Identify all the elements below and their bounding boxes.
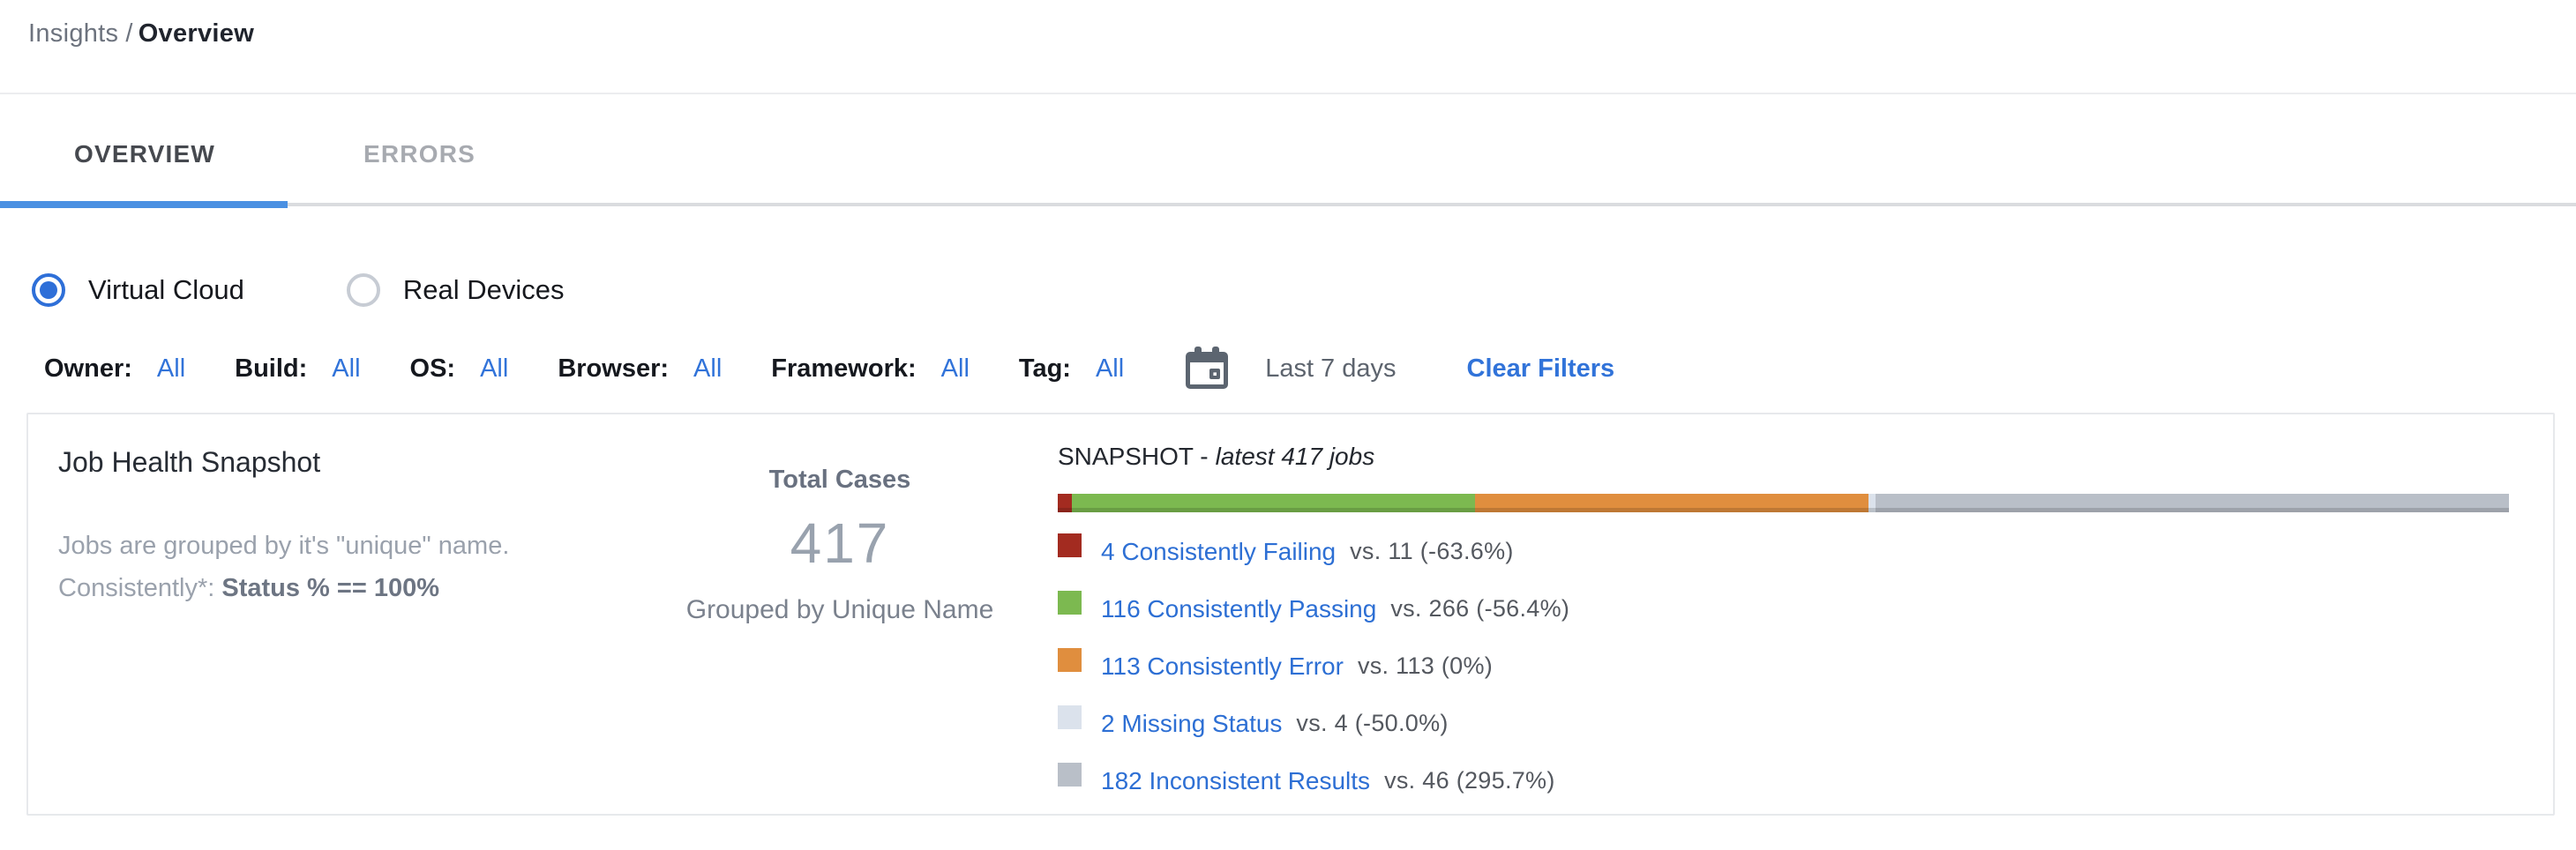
total-cases-grouping-note: Grouped by Unique Name [685,595,994,624]
clear-filters-button[interactable]: Clear Filters [1466,354,1615,383]
tab-baseline [0,203,2576,206]
snapshot-legend: 4 Consistently Failing vs. 11 (-63.6%) 116… [1058,523,2509,809]
breadcrumb-separator: / [125,19,133,48]
filter-pair-browser: Browser: All [558,354,722,384]
snapshot-chart-block: SNAPSHOT - latest 417 jobs 4 Consistently… [1058,414,2509,809]
active-tab-indicator [0,201,288,208]
card-title: Job Health Snapshot [58,446,321,478]
legend-swatch-consistently-failing [1058,533,1082,557]
legend-row-consistently-error: 113 Consistently Error vs. 113 (0%) [1058,638,2509,695]
breadcrumb-section[interactable]: Insights [28,19,119,48]
bar-segment-inconsistent-results[interactable] [1876,494,2509,512]
bar-segment-consistently-error[interactable] [1475,494,1869,512]
radio-real-devices[interactable]: Real Devices [346,273,565,307]
legend-link-consistently-error[interactable]: 113 Consistently Error [1101,652,1344,680]
legend-link-inconsistent-results[interactable]: 182 Inconsistent Results [1101,766,1371,794]
filter-label-tag: Tag: [1018,354,1071,383]
bar-segment-consistently-passing[interactable] [1071,494,1476,512]
filter-value-os[interactable]: All [480,354,509,383]
legend-row-consistently-failing: 4 Consistently Failing vs. 11 (-63.6%) [1058,523,2509,580]
legend-link-consistently-failing[interactable]: 4 Consistently Failing [1101,537,1337,565]
filter-value-owner[interactable]: All [156,354,186,383]
snapshot-title-italic: latest 417 jobs [1215,443,1375,470]
description-line-2: Consistently*: Status % == 100% [58,567,640,609]
date-range-picker[interactable] [1182,346,1232,391]
breadcrumb: Insights / Overview [28,19,254,48]
total-cases-block: Total Cases 417 Grouped by Unique Name [668,466,1012,625]
tab-overview[interactable]: OVERVIEW [74,140,216,168]
filter-pair-build: Build: All [235,354,360,384]
filter-bar: Owner: All Build: All OS: All Browser: All Frame… [44,346,1614,391]
legend-comparison-inconsistent-results: vs. 46 (295.7%) [1384,767,1555,794]
card-description: Jobs are grouped by it's "unique" name. … [58,525,640,609]
legend-swatch-consistently-passing [1058,591,1082,615]
total-cases-value: 417 [790,511,890,575]
tab-bar: OVERVIEW ERRORS [0,94,2576,208]
breadcrumb-current: Overview [138,19,255,48]
job-health-info: Job Health Snapshot Jobs are grouped by … [58,446,640,609]
filter-value-tag[interactable]: All [1095,354,1125,383]
filter-pair-owner: Owner: All [44,354,185,384]
filter-pair-framework: Framework: All [771,354,970,384]
legend-swatch-inconsistent-results [1058,763,1082,787]
bar-segment-consistently-failing[interactable] [1058,494,1072,512]
total-cases-label: Total Cases [768,466,911,494]
legend-row-inconsistent-results: 182 Inconsistent Results vs. 46 (295.7%) [1058,752,2509,809]
description-line-2-prefix: Consistently*: [58,574,222,602]
radio-virtual-cloud[interactable]: Virtual Cloud [32,273,244,307]
legend-link-consistently-passing[interactable]: 116 Consistently Passing [1101,594,1377,623]
filter-value-browser[interactable]: All [693,354,723,383]
date-range-label[interactable]: Last 7 days [1265,354,1397,383]
filter-pairs: Owner: All Build: All OS: All Browser: All Frame… [44,354,1173,384]
filter-pair-os: OS: All [410,354,509,384]
legend-comparison-missing-status: vs. 4 (-50.0%) [1296,710,1449,736]
legend-comparison-consistently-error: vs. 113 (0%) [1357,652,1494,679]
calendar-icon [1186,347,1229,389]
description-line-1: Jobs are grouped by it's "unique" name. [58,532,510,560]
radio-circle-virtual-cloud[interactable] [32,273,65,307]
radio-dot-virtual-cloud [40,281,57,299]
cloud-toggle-group: Virtual Cloud Real Devices [32,273,565,307]
filter-label-framework: Framework: [771,354,917,383]
radio-label-real-devices: Real Devices [402,274,565,305]
filter-value-framework[interactable]: All [940,354,970,383]
snapshot-title-prefix: SNAPSHOT - [1058,443,1209,470]
legend-swatch-consistently-error [1058,648,1082,672]
filter-label-os: OS: [409,354,456,383]
snapshot-stacked-bar [1058,494,2509,512]
filter-pair-tag: Tag: All [1019,354,1124,384]
description-line-2-bold: Status % == 100% [221,574,439,602]
bar-segment-missing-status[interactable] [1868,494,1876,512]
legend-comparison-consistently-failing: vs. 11 (-63.6%) [1350,538,1514,564]
filter-label-owner: Owner: [44,354,132,383]
radio-circle-real-devices[interactable] [346,273,380,307]
legend-link-missing-status[interactable]: 2 Missing Status [1101,709,1283,737]
legend-comparison-consistently-passing: vs. 266 (-56.4%) [1390,595,1570,622]
tab-row: OVERVIEW ERRORS [74,140,476,168]
filter-label-build: Build: [235,354,308,383]
legend-row-missing-status: 2 Missing Status vs. 4 (-50.0%) [1058,695,2509,752]
filter-label-browser: Browser: [558,354,670,383]
snapshot-title: SNAPSHOT - latest 417 jobs [1058,443,2509,471]
radio-label-virtual-cloud: Virtual Cloud [88,274,244,305]
header-divider [0,93,2576,94]
filter-value-build[interactable]: All [332,354,361,383]
tab-errors[interactable]: ERRORS [363,140,476,168]
legend-swatch-missing-status [1058,705,1082,729]
legend-row-consistently-passing: 116 Consistently Passing vs. 266 (-56.4%) [1058,580,2509,638]
job-health-snapshot-card: Job Health Snapshot Jobs are grouped by … [26,413,2555,816]
